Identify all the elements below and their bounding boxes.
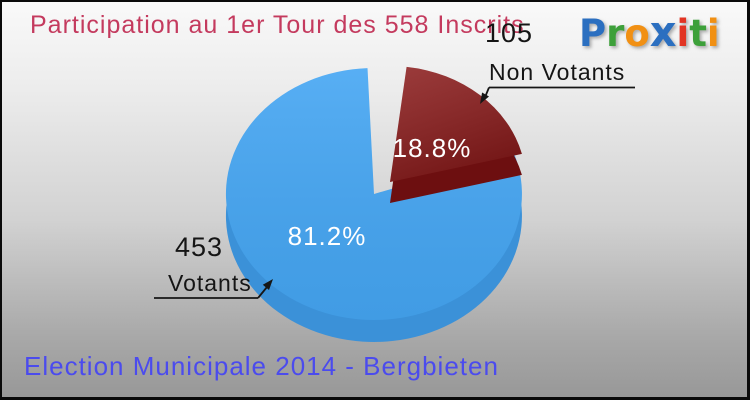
votants-label: Votants — [168, 270, 252, 296]
page-title: Participation au 1er Tour des 558 Inscri… — [30, 11, 525, 39]
pie-slice-votants-shading — [225, 68, 522, 320]
logo-letter: i — [706, 12, 720, 55]
votants-arrowhead-icon — [262, 279, 273, 290]
nonvotants-arrowhead-icon — [480, 92, 489, 104]
election-subtitle: Election Municipale 2014 - Bergbieten — [24, 351, 499, 381]
votants-callout-arrow — [154, 286, 268, 299]
nonvotants-percentage: 18.8% — [392, 133, 472, 163]
logo-letter: i — [676, 12, 690, 55]
logo-letter: r — [606, 12, 625, 55]
logo-letter: o — [624, 12, 650, 55]
nonvotants-count: 105 — [484, 18, 534, 48]
proxiti-logo[interactable]: Proxiti — [579, 8, 720, 56]
nonvotants-label: Non Votants — [489, 59, 626, 85]
logo-letter-x: x — [649, 8, 677, 56]
logo-letter: t — [689, 12, 707, 55]
logo-letter: P — [579, 12, 607, 55]
pie-slice-nonvotants-shading — [390, 66, 522, 182]
votants-percentage: 81.2% — [287, 221, 367, 251]
votants-count: 453 — [174, 232, 224, 262]
nonvotants-callout-arrow — [484, 86, 635, 97]
